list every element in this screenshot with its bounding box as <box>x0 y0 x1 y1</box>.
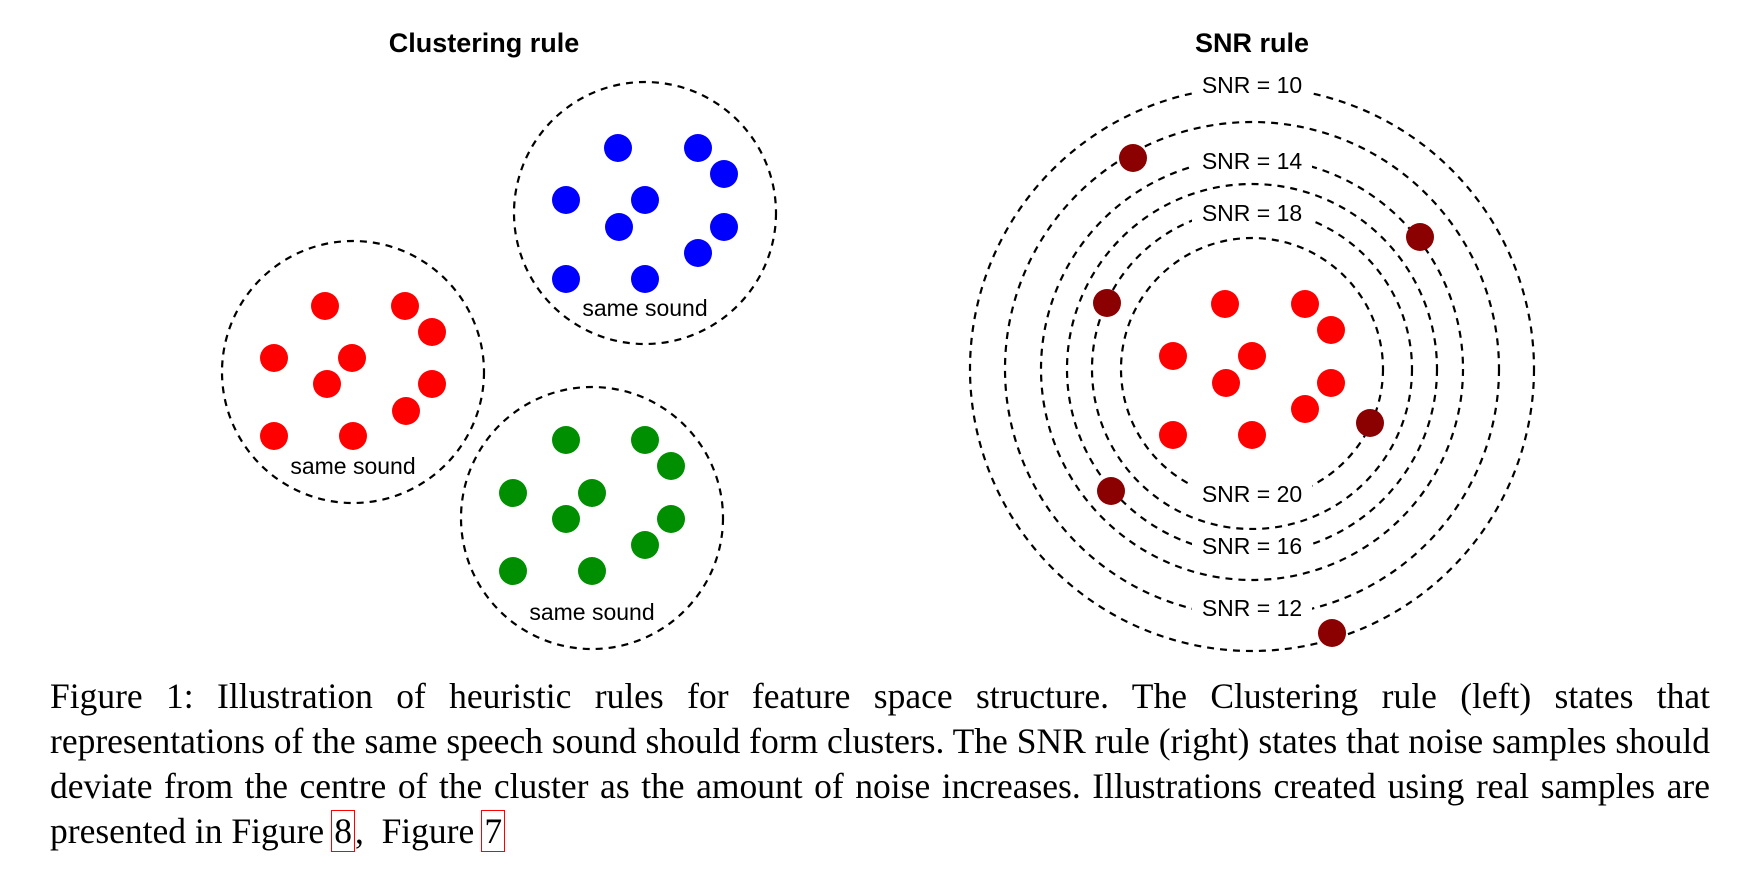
red-cluster-boundary <box>220 239 486 505</box>
data-point <box>311 292 339 320</box>
figure-illustration: Clustering rule same sound <box>220 28 1536 653</box>
data-point <box>1317 316 1345 344</box>
data-point <box>499 557 527 585</box>
noise-point-snr-10 <box>1119 144 1147 172</box>
snr-label-16: SNR = 16 <box>1202 533 1302 559</box>
figure-ref-7-link[interactable]: 7 <box>481 810 506 852</box>
data-point <box>631 186 659 214</box>
green-cluster: same sound <box>459 385 725 651</box>
snr-clean-points <box>1159 290 1345 449</box>
snr-label-20: SNR = 20 <box>1202 481 1302 507</box>
data-point <box>684 134 712 162</box>
noise-point-snr-12 <box>1318 619 1346 647</box>
data-point <box>552 505 580 533</box>
data-point <box>631 531 659 559</box>
green-cluster-points <box>499 426 685 585</box>
data-point <box>604 134 632 162</box>
data-point <box>339 422 367 450</box>
data-point <box>260 422 288 450</box>
noise-point-snr-20 <box>1356 409 1384 437</box>
data-point <box>313 370 341 398</box>
figure-word-2: Figure <box>381 811 475 851</box>
snr-label-bg <box>1192 69 1312 99</box>
data-point <box>552 186 580 214</box>
data-point <box>391 292 419 320</box>
clustering-panel: Clustering rule same sound <box>220 28 778 651</box>
blue-cluster-boundary <box>512 80 778 346</box>
snr-label-bg <box>1192 530 1312 560</box>
data-point <box>260 344 288 372</box>
snr-label-bg <box>1192 197 1312 227</box>
red-cluster-label: same sound <box>290 453 415 479</box>
data-point <box>710 160 738 188</box>
snr-label-bg <box>1192 145 1312 175</box>
noise-point-snr-16 <box>1097 477 1125 505</box>
data-point <box>1211 290 1239 318</box>
data-point <box>657 452 685 480</box>
snr-panel: SNR rule SNR = 10 SNR = 14 SNR = 18 SNR … <box>968 28 1536 653</box>
data-point <box>631 265 659 293</box>
snr-ring-20 <box>1119 236 1385 502</box>
data-point <box>392 397 420 425</box>
figure-word-1: Figure <box>231 811 325 851</box>
data-point <box>1317 369 1345 397</box>
data-point <box>578 557 606 585</box>
snr-label-bg <box>1192 592 1312 622</box>
caption-separator: , <box>354 811 364 851</box>
data-point <box>418 318 446 346</box>
data-point <box>552 426 580 454</box>
blue-cluster: same sound <box>512 80 778 346</box>
red-cluster-points <box>260 292 446 450</box>
data-point <box>338 344 366 372</box>
data-point <box>499 479 527 507</box>
snr-label-bg <box>1192 478 1312 508</box>
noise-point-snr-18 <box>1093 289 1121 317</box>
data-point <box>710 213 738 241</box>
data-point <box>1238 421 1266 449</box>
noise-point-snr-14 <box>1406 223 1434 251</box>
red-cluster: same sound <box>220 239 486 505</box>
blue-cluster-points <box>552 134 738 293</box>
snr-noise-points <box>1093 144 1434 647</box>
snr-title: SNR rule <box>1195 28 1309 58</box>
data-point <box>552 265 580 293</box>
snr-ring-labels: SNR = 10 SNR = 14 SNR = 18 SNR = 20 SNR … <box>1192 69 1312 622</box>
snr-ring-12 <box>1003 120 1501 618</box>
data-point <box>605 213 633 241</box>
data-point <box>1291 395 1319 423</box>
data-point <box>1238 342 1266 370</box>
snr-ring-18 <box>1090 207 1414 531</box>
data-point <box>1291 290 1319 318</box>
snr-label-12: SNR = 12 <box>1202 595 1302 621</box>
data-point <box>684 239 712 267</box>
blue-cluster-label: same sound <box>582 295 707 321</box>
green-cluster-label: same sound <box>529 599 654 625</box>
data-point <box>418 370 446 398</box>
snr-label-14: SNR = 14 <box>1202 148 1303 174</box>
data-point <box>1159 421 1187 449</box>
data-point <box>631 426 659 454</box>
data-point <box>1159 342 1187 370</box>
figure-caption: Figure 1: Illustration of heuristic rule… <box>50 674 1710 854</box>
clustering-title: Clustering rule <box>389 28 580 58</box>
snr-label-10: SNR = 10 <box>1202 72 1302 98</box>
data-point <box>657 505 685 533</box>
data-point <box>578 479 606 507</box>
snr-label-18: SNR = 18 <box>1202 200 1302 226</box>
green-cluster-boundary <box>459 385 725 651</box>
figure-ref-8-link[interactable]: 8 <box>331 810 355 852</box>
data-point <box>1212 369 1240 397</box>
caption-text: Figure 1: Illustration of heuristic rule… <box>50 676 1710 851</box>
